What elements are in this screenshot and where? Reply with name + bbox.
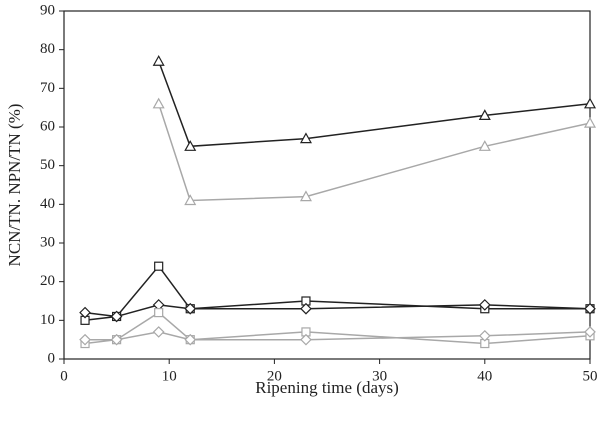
x-tick-label: 40 [477,368,492,384]
diamond-point [584,326,596,338]
y-tick-label: 50 [40,157,55,173]
diamond-point [300,302,312,315]
x-tick-label: 30 [372,368,387,384]
y-axis-ticks: 0 10 20 30 40 50 60 70 80 90 [40,2,64,366]
y-tick-label: 10 [40,312,55,328]
y-tick-label: 90 [40,2,55,18]
triangle-point [583,97,597,109]
series-2 [152,97,597,206]
triangle-point [184,194,197,206]
diamond-point [110,310,123,323]
triangle-point [478,109,491,121]
triangle-point [299,190,312,202]
diamond-point [478,329,491,342]
diamond-point [584,302,596,315]
series-line [157,103,591,202]
diamond-point [300,333,312,346]
x-axis-label: Ripening time (days) [255,378,399,397]
diamond-point [184,333,197,346]
triangle-point [152,97,165,109]
y-tick-label: 30 [40,234,55,250]
y-tick-label: 20 [40,273,55,289]
plot-frame [63,10,591,360]
y-tick-label: 0 [48,350,56,366]
x-tick-label: 20 [267,368,282,384]
x-tick-label: 10 [162,368,177,384]
diamond-point [184,302,197,315]
diamond-point [110,333,123,346]
triangle-point [583,116,597,128]
y-tick-label: 80 [40,41,55,57]
x-tick-label: 0 [60,368,68,384]
triangle-point [152,55,165,66]
diamond-point [152,326,165,338]
series-6 [79,326,596,346]
y-tick-label: 60 [40,118,55,134]
triangle-point [478,140,491,151]
series-layer [79,55,597,349]
diamond-point [478,299,491,311]
diamond-point [79,333,91,346]
y-tick-label: 40 [40,196,55,212]
triangle-point [184,140,197,151]
square-point [154,261,164,271]
y-axis-label: NCN/TN. NPN/TN (%) [5,104,24,267]
series-line [157,61,591,148]
x-axis-ticks: 0 10 20 30 40 50 [60,359,598,384]
series-1 [152,55,597,151]
triangle-point [299,132,312,144]
series-4 [79,299,596,323]
square-point [154,308,164,318]
x-tick-label: 50 [583,368,598,384]
y-tick-label: 70 [40,80,55,96]
diamond-point [79,306,91,319]
